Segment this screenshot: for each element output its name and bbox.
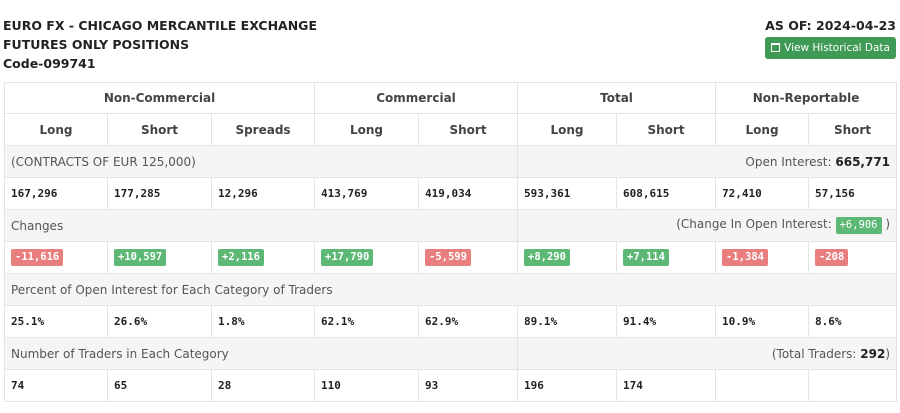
table-cell: 25.1%: [4, 305, 108, 338]
change-badge: -1,384: [722, 249, 768, 266]
contracts-section-row: (CONTRACTS OF EUR 125,000) Open Interest…: [3, 145, 898, 178]
col-header: Short: [616, 113, 717, 146]
change-badge: +17,790: [321, 249, 374, 266]
table-cell: 57,156: [808, 177, 898, 210]
table-cell: 413,769: [314, 177, 420, 210]
title-line-1: EURO FX - CHICAGO MERCANTILE EXCHANGE: [3, 18, 317, 33]
contracts-label: (CONTRACTS OF EUR 125,000): [3, 145, 519, 178]
table-cell: 74: [4, 369, 108, 402]
table-cell: 174: [616, 369, 717, 402]
table-cell: 62.9%: [418, 305, 519, 338]
table-cell: 608,615: [616, 177, 717, 210]
changes-row: -11,616 +10,597 +2,116 +17,790 -5,599 +8…: [4, 241, 898, 274]
traders-label: Number of Traders in Each Category: [3, 337, 519, 370]
table-cell: +10,597: [107, 241, 212, 274]
traders-section-row: Number of Traders in Each Category (Tota…: [3, 337, 898, 370]
table-cell: 91.4%: [616, 305, 717, 338]
table-cell: 12,296: [210, 177, 316, 210]
group-total: Total: [517, 82, 717, 114]
percent-section-row: Percent of Open Interest for Each Catego…: [3, 273, 898, 306]
col-header: Spreads: [210, 113, 316, 146]
table-cell: 89.1%: [517, 305, 618, 338]
traders-row: 74 65 28 110 93 196 174: [4, 369, 898, 402]
col-header: Short: [418, 113, 519, 146]
open-interest-change: (Change In Open Interest: +6,906 ): [517, 209, 898, 242]
group-non-reportable: Non-Reportable: [715, 82, 898, 114]
table-cell: 72,410: [715, 177, 810, 210]
calendar-icon: [771, 43, 781, 52]
col-header: Long: [517, 113, 618, 146]
changes-section-row: Changes (Change In Open Interest: +6,906…: [3, 209, 898, 242]
percent-row: 25.1% 26.6% 1.8% 62.1% 62.9% 89.1% 91.4%…: [4, 305, 898, 338]
table-cell: 65: [107, 369, 212, 402]
table-cell: [715, 369, 810, 402]
total-traders-label: (Total Traders:: [771, 346, 857, 361]
total-traders: (Total Traders: 292): [517, 337, 898, 370]
change-badge: -208: [815, 249, 849, 266]
group-commercial: Commercial: [314, 82, 519, 114]
open-interest-value: 665,771: [835, 154, 891, 169]
report-header: EURO FX - CHICAGO MERCANTILE EXCHANGE FU…: [0, 0, 900, 80]
change-badge: +2,116: [218, 249, 264, 266]
table-cell: -5,599: [418, 241, 519, 274]
percent-label: Percent of Open Interest for Each Catego…: [3, 273, 898, 306]
view-historical-data-button[interactable]: View Historical Data: [765, 37, 896, 59]
oi-change-label: (Change In Open Interest:: [676, 217, 832, 231]
table-cell: +2,116: [210, 241, 316, 274]
report-title: EURO FX - CHICAGO MERCANTILE EXCHANGE FU…: [3, 16, 317, 73]
table-cell: 26.6%: [107, 305, 212, 338]
table-cell: +17,790: [314, 241, 420, 274]
table-cell: 62.1%: [314, 305, 420, 338]
col-header: Long: [715, 113, 810, 146]
as-of-date: AS OF: 2024-04-23: [765, 18, 896, 33]
change-badge: -11,616: [11, 249, 64, 266]
contract-code: Code-099741: [3, 56, 96, 71]
table-cell: 177,285: [107, 177, 212, 210]
table-cell: -1,384: [715, 241, 810, 274]
col-header: Long: [314, 113, 420, 146]
group-header-row: Non-Commercial Commercial Total Non-Repo…: [3, 82, 898, 114]
view-historical-data-label: View Historical Data: [784, 42, 890, 54]
change-badge: +8,290: [524, 249, 570, 266]
contracts-row: 167,296 177,285 12,296 413,769 419,034 5…: [4, 177, 898, 210]
table-cell: 93: [418, 369, 519, 402]
oi-change-badge: +6,906: [835, 217, 882, 234]
column-header-row: Long Short Spreads Long Short Long Short…: [4, 113, 898, 146]
col-header: Long: [4, 113, 108, 146]
table-cell: 167,296: [4, 177, 108, 210]
table-cell: 8.6%: [808, 305, 898, 338]
table-cell: 196: [517, 369, 618, 402]
total-traders-close: ): [885, 346, 891, 361]
oi-change-close: ): [885, 217, 891, 231]
title-line-2: FUTURES ONLY POSITIONS: [3, 37, 190, 52]
change-badge: +10,597: [114, 249, 167, 266]
table-cell: 110: [314, 369, 420, 402]
table-cell: 419,034: [418, 177, 519, 210]
table-cell: +8,290: [517, 241, 618, 274]
open-interest-label: Open Interest:: [745, 154, 832, 169]
total-traders-value: 292: [860, 346, 886, 361]
col-header: Short: [808, 113, 898, 146]
change-badge: +7,114: [623, 249, 669, 266]
table-cell: 10.9%: [715, 305, 810, 338]
table-cell: 28: [210, 369, 316, 402]
table-cell: [808, 369, 898, 402]
open-interest: Open Interest: 665,771: [517, 145, 898, 178]
table-cell: 593,361: [517, 177, 618, 210]
cot-table: Non-Commercial Commercial Total Non-Repo…: [3, 82, 898, 402]
col-header: Short: [107, 113, 212, 146]
table-cell: -11,616: [4, 241, 108, 274]
header-right: AS OF: 2024-04-23 View Historical Data: [765, 16, 896, 59]
changes-label: Changes: [3, 209, 519, 242]
table-cell: -208: [808, 241, 898, 274]
table-cell: +7,114: [616, 241, 717, 274]
group-non-commercial: Non-Commercial: [3, 82, 316, 114]
change-badge: -5,599: [425, 249, 471, 266]
table-cell: 1.8%: [210, 305, 316, 338]
